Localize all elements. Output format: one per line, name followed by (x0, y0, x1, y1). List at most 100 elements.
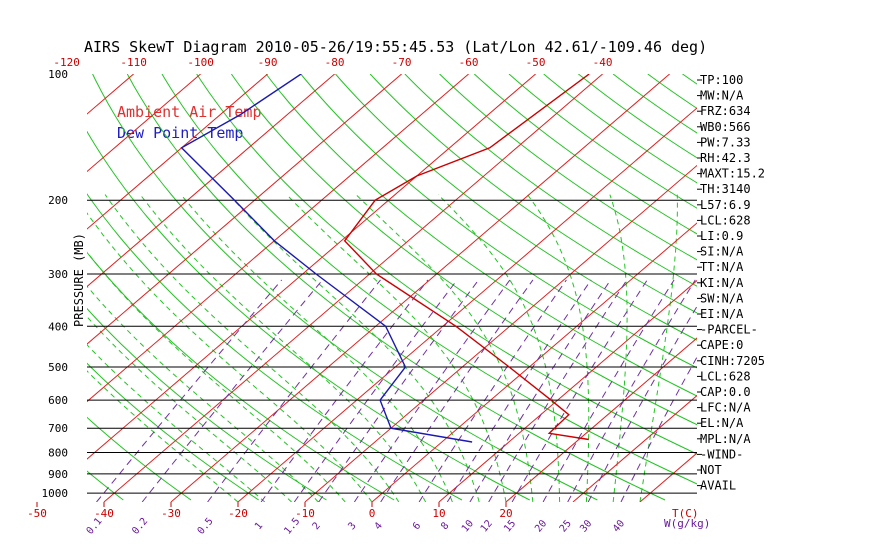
dry-adiabat (87, 193, 463, 501)
top-temp-tick-label: -90 (258, 56, 278, 69)
isotherm (87, 74, 335, 288)
isotherm (87, 74, 402, 345)
top-temp-tick-label: -50 (526, 56, 546, 69)
stability-index: TP:100 (700, 73, 743, 87)
mixing-ratio-tick-label: 30 (578, 518, 594, 534)
stability-index: -WIND- (700, 447, 743, 461)
dry-adiabat (87, 307, 327, 501)
stability-index: -PARCEL- (700, 323, 758, 337)
stability-index: TT:N/A (700, 260, 744, 274)
dry-adiabat (647, 74, 697, 110)
profiles (180, 74, 590, 443)
mixing-ratio-tick-label: 6 (411, 521, 423, 533)
moist-adiabat (355, 194, 534, 502)
isobars (87, 199, 697, 494)
mixing-ratio-line (587, 305, 697, 502)
mixing-ratio-unit: W(g/kg) (664, 517, 710, 530)
pressure-tick-label: 400 (48, 320, 68, 333)
dry-adiabat (0, 74, 56, 500)
isotherm (304, 164, 697, 502)
temp-tick-label: 20 (499, 507, 512, 520)
top-temp-tick-label: -110 (120, 56, 147, 69)
dew-point-temp-line (180, 74, 473, 443)
stability-index: SW:N/A (700, 291, 744, 305)
isotherm (371, 222, 697, 502)
pressure-tick-label: 300 (48, 268, 68, 281)
moist-adiabat (87, 316, 292, 502)
isotherm (572, 394, 697, 502)
dry-adiabat (230, 74, 697, 426)
top-temp-tick-label: -70 (392, 56, 412, 69)
dry-adiabat (300, 74, 697, 369)
stability-index: KI:N/A (700, 276, 744, 290)
pressure-tick-label: 800 (48, 447, 68, 460)
mixing-ratio-line (488, 279, 628, 502)
stability-index: TH:3140 (700, 182, 751, 196)
stability-index: EI:N/A (700, 307, 744, 321)
mixing-ratio-tick-label: 0.5 (196, 516, 216, 537)
mixing-ratio-tick-label: 3 (346, 521, 358, 533)
dry-adiabat (856, 74, 870, 500)
pressure-tick-label: 900 (48, 468, 68, 481)
moist-adiabat (286, 194, 507, 502)
moist-adiabat (104, 194, 400, 502)
isotherm (237, 107, 697, 502)
stability-index: AVAIL (700, 479, 736, 493)
dry-adiabat (752, 74, 870, 500)
stability-index: EL:N/A (700, 416, 744, 430)
mixing-ratio-tick-label: 0.2 (130, 516, 150, 537)
stability-index: MPL:N/A (700, 432, 751, 446)
isotherm (505, 337, 697, 502)
mixing-ratio-tick-label: 10 (460, 518, 476, 534)
stability-index: L57:6.9 (700, 198, 751, 212)
mixing-ratio-tick-label: 4 (373, 521, 385, 533)
dry-adiabat (578, 74, 697, 159)
dry-adiabat (92, 74, 598, 501)
moist-adiabat (639, 194, 678, 502)
mixing-ratio-line (141, 279, 323, 502)
dry-adiabat (439, 74, 697, 261)
dry-adiabat (196, 74, 697, 455)
x-axis-unit: T(C) (672, 507, 699, 520)
stability-index: CINH:7205 (700, 354, 765, 368)
moist-adiabat (87, 370, 239, 502)
dry-adiabat (87, 251, 395, 501)
mixing-ratio-line (293, 279, 458, 502)
moist-adiabat (87, 344, 266, 502)
mixing-ratio-tick-label: 1 (253, 521, 265, 533)
mixing-ratio-tick-label: 12 (479, 518, 495, 534)
mixing-ratio-line (380, 279, 534, 502)
temp-tick-label: -50 (27, 507, 47, 520)
pressure-tick-label: 700 (48, 422, 68, 435)
pressure-tick-label: 600 (48, 394, 68, 407)
top-temp-tick-label: -120 (53, 56, 80, 69)
moist-adiabat (609, 194, 628, 502)
stability-index: NOT (700, 463, 722, 477)
stability-index: LFC:N/A (700, 401, 751, 415)
dry-adiabat (787, 74, 870, 500)
stability-index: LCL:628 (700, 369, 751, 383)
stability-index: PW:7.33 (700, 135, 751, 149)
mixing-ratio-line (207, 279, 381, 502)
isotherm (87, 74, 536, 460)
dry-adiabat (87, 362, 259, 501)
mixing-ratio-line (353, 279, 511, 502)
temp-tick-label: -40 (94, 507, 114, 520)
pressure-tick-label: 1000 (42, 487, 69, 500)
isotherm (103, 74, 603, 502)
stability-index: SI:N/A (700, 245, 744, 259)
stability-index: FRZ:634 (700, 104, 751, 118)
dry-adiabat (369, 74, 697, 314)
moist-adiabat (180, 194, 453, 502)
stability-index: WB0:566 (700, 120, 751, 134)
moist-adiabat (87, 251, 346, 502)
top-temp-tick-label: -80 (325, 56, 345, 69)
legend-dew-point-temp: Dew Point Temp (117, 124, 243, 142)
mixing-ratio-tick-label: 15 (502, 518, 518, 534)
top-temp-tick-label: -60 (459, 56, 479, 69)
temp-tick-label: -10 (295, 507, 315, 520)
moist-adiabat (87, 285, 319, 502)
chart-title: AIRS SkewT Diagram 2010-05-26/19:55:45.5… (84, 38, 707, 56)
